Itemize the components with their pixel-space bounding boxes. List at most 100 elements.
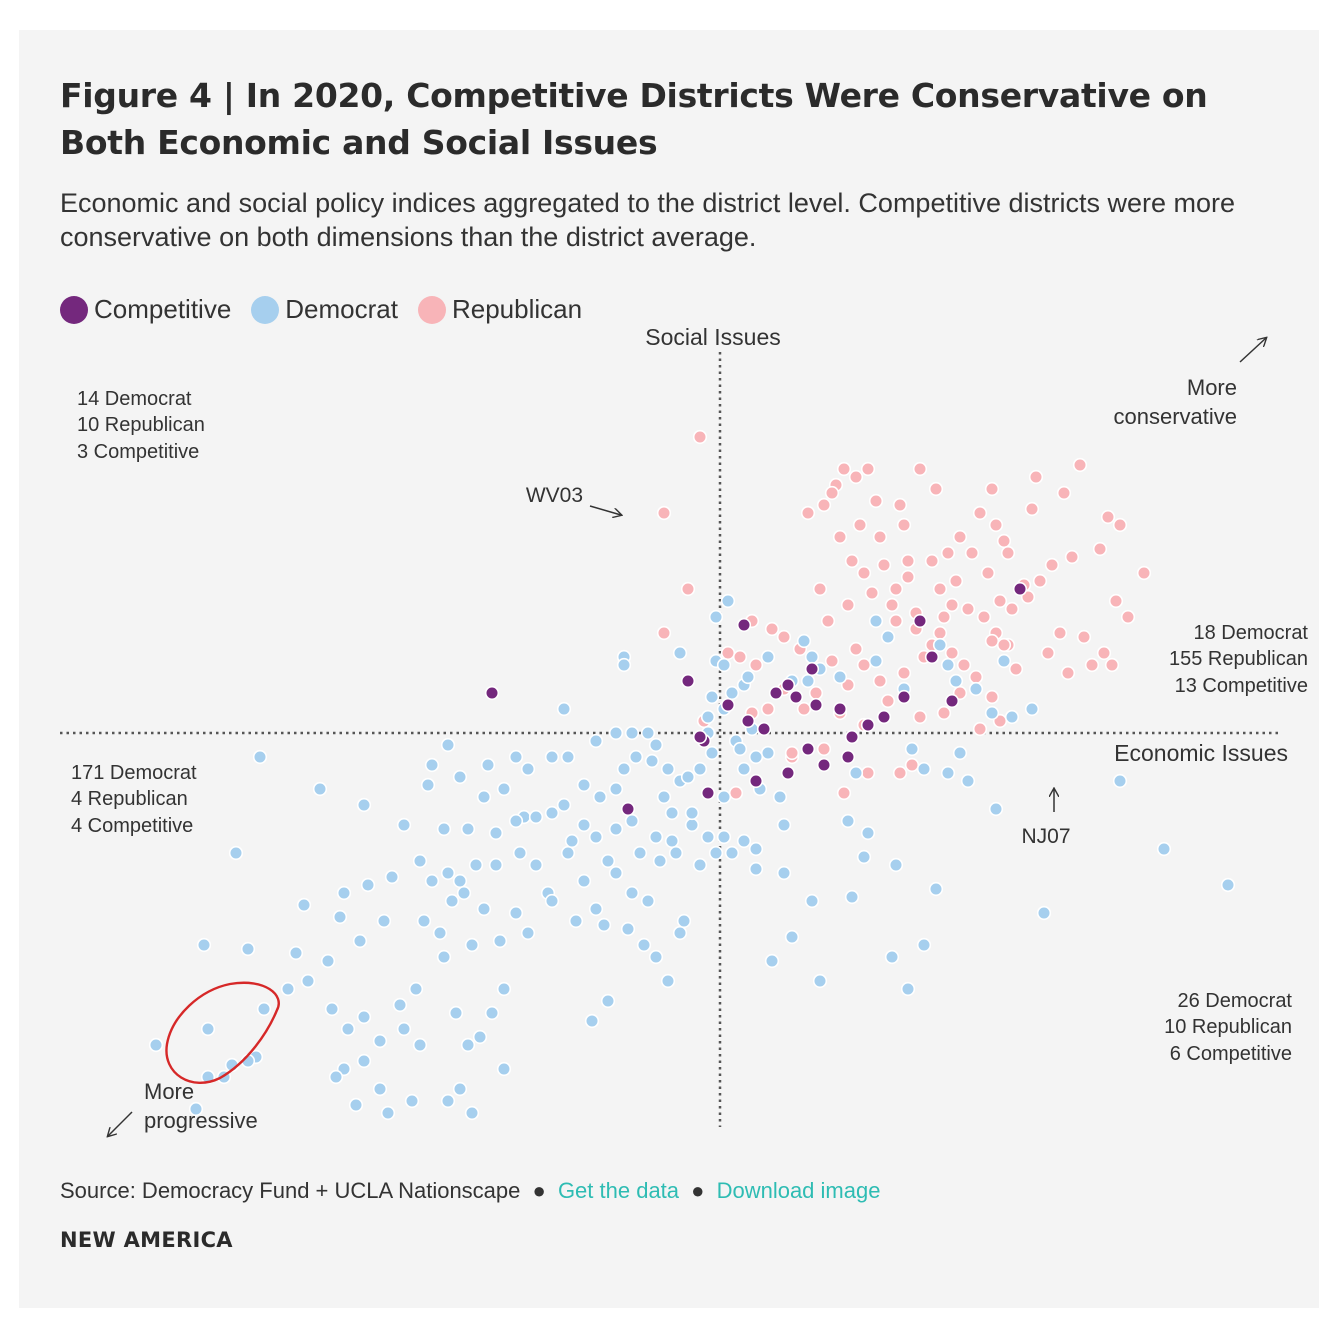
point-competitive-6 [788, 689, 804, 705]
point-democrat-129 [476, 901, 492, 917]
point-democrat-101 [700, 709, 716, 725]
point-democrat-72 [520, 761, 536, 777]
point-democrat-24 [412, 1037, 428, 1053]
point-democrat-187 [1024, 701, 1040, 717]
point-democrat-78 [420, 777, 436, 793]
point-democrat-38 [640, 893, 656, 909]
point-republican-74 [1136, 565, 1152, 581]
point-republican-1 [656, 505, 672, 521]
point-democrat-155 [584, 1013, 600, 1029]
quadrant-top-left-democrat: 14 Democrat [77, 388, 192, 410]
annotation-nj07-label: NJ07 [1021, 825, 1070, 848]
point-democrat-148 [508, 905, 524, 921]
point-democrat-74 [496, 781, 512, 797]
point-republican-110 [816, 741, 832, 757]
get-the-data-link[interactable]: Get the data [557, 1178, 680, 1203]
point-democrat-122 [488, 857, 504, 873]
point-republican-104 [848, 641, 864, 657]
point-democrat-191 [860, 825, 876, 841]
point-democrat-192 [856, 849, 872, 865]
point-republican-37 [960, 601, 976, 617]
point-democrat-44 [632, 845, 648, 861]
point-republican-56 [796, 701, 812, 717]
point-democrat-40 [660, 973, 676, 989]
point-democrat-22 [392, 997, 408, 1013]
point-democrat-26 [492, 933, 508, 949]
point-democrat-189 [848, 765, 864, 781]
point-democrat-147 [464, 1105, 480, 1121]
point-democrat-149 [544, 893, 560, 909]
point-competitive-28 [1012, 581, 1028, 597]
point-democrat-17 [464, 937, 480, 953]
point-competitive-13 [844, 729, 860, 745]
point-democrat-134 [280, 981, 296, 997]
point-republican-3 [656, 625, 672, 641]
point-democrat-84 [608, 725, 624, 741]
legend-item-competitive: Competitive [60, 294, 231, 325]
point-republican-8 [732, 649, 748, 665]
point-competitive-16 [896, 689, 912, 705]
point-democrat-51 [736, 833, 752, 849]
point-democrat-124 [452, 873, 468, 889]
point-competitive-18 [944, 693, 960, 709]
point-republican-11 [816, 497, 832, 513]
point-republican-20 [856, 565, 872, 581]
point-republican-91 [1000, 545, 1016, 561]
point-democrat-110 [656, 789, 672, 805]
point-republican-73 [1112, 517, 1128, 533]
point-democrat-113 [624, 813, 640, 829]
point-democrat-86 [644, 753, 660, 769]
source-line: Source: Democracy Fund + UCLA Nationscap… [60, 1178, 880, 1204]
point-democrat-172 [720, 593, 736, 609]
download-image-link[interactable]: Download image [716, 1178, 881, 1203]
point-democrat-128 [456, 885, 472, 901]
point-democrat-137 [340, 1021, 356, 1037]
point-democrat-203 [748, 841, 764, 857]
point-democrat-92 [716, 657, 732, 673]
point-democrat-120 [488, 825, 504, 841]
point-republican-30 [964, 545, 980, 561]
point-democrat-27 [520, 925, 536, 941]
point-competitive-9 [780, 677, 796, 693]
point-republican-92 [952, 529, 968, 545]
point-democrat-45 [648, 829, 664, 845]
point-republican-31 [980, 565, 996, 581]
point-republican-99 [872, 529, 888, 545]
point-republican-87 [1028, 469, 1044, 485]
point-democrat-76 [460, 821, 476, 837]
point-republican-69 [1024, 501, 1040, 517]
point-democrat-85 [624, 725, 640, 741]
point-democrat-151 [600, 853, 616, 869]
quadrant-top-right-republican: 155 Republican [1169, 648, 1308, 670]
point-democrat-21 [408, 981, 424, 997]
point-democrat-52 [748, 861, 764, 877]
point-democrat-25 [472, 1029, 488, 1045]
point-democrat-68 [576, 777, 592, 793]
point-republican-32 [992, 593, 1008, 609]
point-republican-23 [924, 553, 940, 569]
point-republican-16 [896, 517, 912, 533]
point-democrat-56 [748, 749, 764, 765]
point-democrat-61 [660, 761, 676, 777]
point-republican-114 [784, 745, 800, 761]
point-republican-98 [836, 461, 852, 477]
y-axis-label: Social Issues [645, 324, 781, 350]
figure-card [19, 30, 1319, 1308]
point-democrat-178 [868, 653, 884, 669]
progressive-label-1: More [144, 1079, 194, 1104]
point-democrat-197 [884, 949, 900, 965]
point-republican-12 [848, 469, 864, 485]
point-republican-59 [880, 693, 896, 709]
point-republican-66 [820, 613, 836, 629]
point-republican-105 [984, 633, 1000, 649]
point-democrat-146 [440, 1093, 456, 1109]
point-democrat-121 [512, 845, 528, 861]
point-democrat-16 [436, 949, 452, 965]
point-democrat-142 [372, 1081, 388, 1097]
point-republican-119 [996, 637, 1012, 653]
point-democrat-70 [556, 701, 572, 717]
point-republican-101 [944, 597, 960, 613]
point-democrat-207 [1156, 841, 1172, 857]
point-democrat-39 [648, 949, 664, 965]
point-democrat-50 [724, 845, 740, 861]
